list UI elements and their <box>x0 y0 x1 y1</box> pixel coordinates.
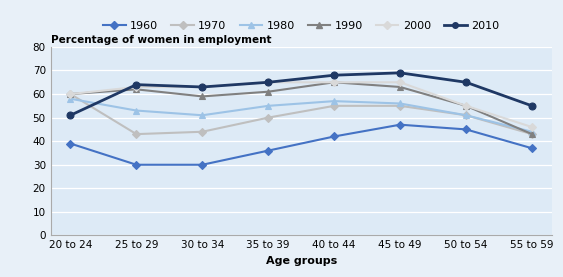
Legend: 1960, 1970, 1980, 1990, 2000, 2010: 1960, 1970, 1980, 1990, 2000, 2010 <box>103 21 499 31</box>
Text: Percentage of women in employment: Percentage of women in employment <box>51 35 271 45</box>
X-axis label: Age groups: Age groups <box>266 256 337 266</box>
